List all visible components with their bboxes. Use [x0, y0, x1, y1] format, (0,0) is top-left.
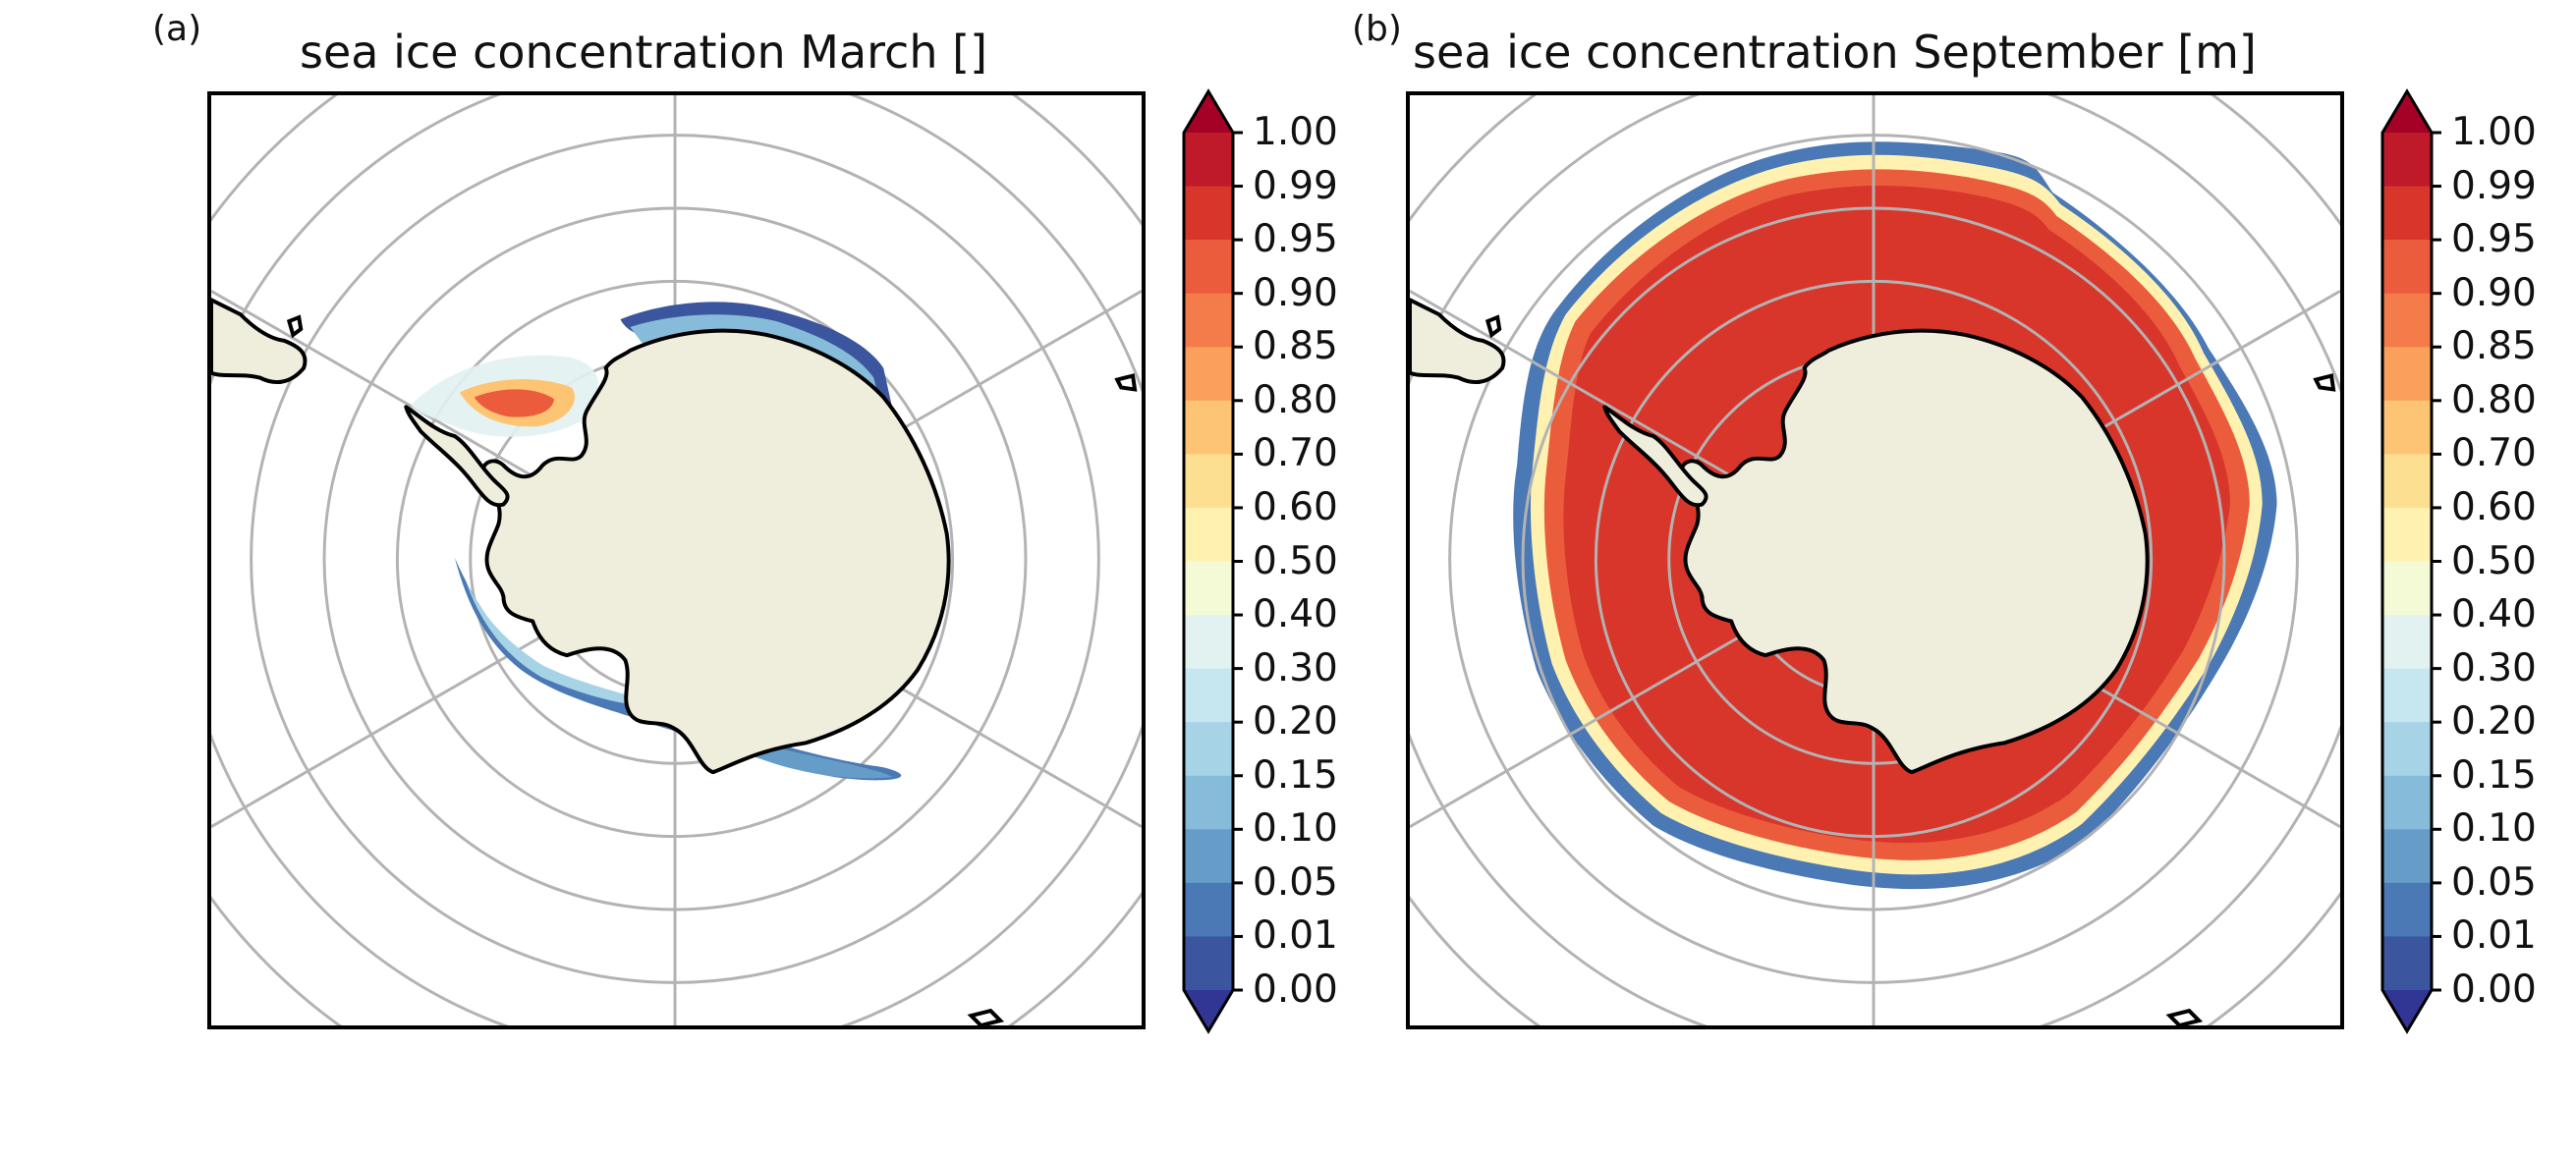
colorbar-bin — [1184, 186, 1233, 241]
sea-ice-march — [411, 302, 902, 781]
colorbar-bin — [1184, 293, 1233, 348]
colorbar-bin — [1184, 561, 1233, 616]
colorbar-bin — [1184, 615, 1233, 670]
colorbar-bin — [1184, 454, 1233, 509]
colorbar-extend-over — [2382, 91, 2432, 133]
colorbar-tick-label: 0.05 — [1253, 859, 1338, 905]
antarctica-september — [1410, 298, 2150, 775]
colorbar-tick-label: 0.95 — [2451, 217, 2537, 262]
colorbar-extend-over — [1184, 91, 1233, 133]
colorbar-tick-label: 0.10 — [2451, 806, 2537, 852]
colorbar-tick-label: 0.85 — [2451, 324, 2537, 369]
panel-a-title: sea ice concentration March [] — [300, 26, 988, 79]
colorbar-bin — [1184, 668, 1233, 723]
colorbar-tick-label: 0.30 — [1253, 645, 1338, 690]
colorbar-tick-label: 0.50 — [2451, 538, 2537, 583]
colorbar-bin — [1184, 882, 1233, 937]
colorbar-bin — [2382, 186, 2432, 241]
colorbar-tick-label: 0.60 — [2451, 484, 2537, 529]
colorbar-bin — [1184, 133, 1233, 188]
colorbar-tick-label: 1.00 — [1253, 110, 1338, 154]
islands-september — [1484, 314, 2336, 1025]
panel-b-title: sea ice concentration September [m] — [1413, 26, 2257, 79]
colorbar-tick-label: 0.15 — [1253, 752, 1338, 798]
colorbar-bin — [1184, 347, 1233, 402]
colorbar-bin — [2382, 722, 2432, 777]
colorbar-bin — [1184, 507, 1233, 562]
colorbar-tick-label: 0.85 — [1253, 324, 1338, 369]
colorbar-tick-label: 0.00 — [2451, 967, 2537, 1012]
map-panel-march — [207, 91, 1146, 1029]
colorbar-tick-label: 0.20 — [1253, 699, 1338, 745]
colorbar-bin — [1184, 775, 1233, 830]
colorbar-bin — [2382, 240, 2432, 295]
colorbar-tick-label: 0.80 — [1253, 377, 1338, 422]
colorbar-tick-label: 0.95 — [1253, 217, 1338, 262]
colorbar-tick-label: 0.00 — [1253, 967, 1338, 1012]
map-september-svg — [1410, 95, 2340, 1025]
colorbar-tick-label: 0.70 — [2451, 431, 2537, 476]
colorbar-a: 1.00 0.99 0.95 0.90 0.85 0.80 0.70 0.60 0.50 0.40… — [1182, 88, 1439, 1034]
colorbar-tick-label: 1.00 — [2451, 110, 2537, 154]
colorbar-bin — [1184, 722, 1233, 777]
colorbar-tick-label: 0.90 — [2451, 270, 2537, 315]
colorbar-a-svg — [1182, 88, 1243, 1034]
map-march-svg — [211, 95, 1142, 1025]
colorbar-tick-label: 0.01 — [2451, 913, 2537, 959]
map-panel-september — [1406, 91, 2344, 1029]
colorbar-tick-label: 0.30 — [2451, 645, 2537, 690]
colorbar-tick-label: 0.99 — [2451, 163, 2537, 208]
colorbar-tick-label: 0.50 — [1253, 538, 1338, 583]
colorbar-tick-label: 0.80 — [2451, 377, 2537, 422]
colorbar-b: 1.00 0.99 0.95 0.90 0.85 0.80 0.70 0.60 0.50 0.40… — [2380, 88, 2576, 1034]
panel-a-letter: (a) — [152, 9, 202, 49]
colorbar-tick-label: 0.10 — [1253, 806, 1338, 852]
colorbar-bin — [2382, 133, 2432, 188]
colorbar-bin — [2382, 668, 2432, 723]
colorbar-extend-under — [2382, 990, 2432, 1031]
colorbar-extend-under — [1184, 990, 1233, 1031]
colorbar-tick-label: 0.20 — [2451, 699, 2537, 745]
colorbar-bin — [2382, 829, 2432, 884]
colorbar-tick-label: 0.40 — [2451, 592, 2537, 637]
colorbar-bin — [2382, 882, 2432, 937]
colorbar-tick-label: 0.90 — [1253, 270, 1338, 315]
colorbar-bin — [2382, 454, 2432, 509]
colorbar-tick-label: 0.70 — [1253, 431, 1338, 476]
colorbar-tick-label: 0.01 — [1253, 913, 1338, 959]
islands-march — [286, 314, 1138, 1025]
colorbar-bin — [1184, 936, 1233, 991]
colorbar-bin — [2382, 615, 2432, 670]
colorbar-tick-label: 0.05 — [2451, 859, 2537, 905]
panel-b-letter: (b) — [1352, 9, 1402, 49]
colorbar-bin — [1184, 400, 1233, 455]
colorbar-bin — [2382, 400, 2432, 455]
colorbar-b-svg — [2380, 88, 2441, 1034]
colorbar-bin — [1184, 240, 1233, 295]
colorbar-bin — [2382, 347, 2432, 402]
colorbar-bin — [2382, 936, 2432, 991]
antarctica-march — [211, 298, 951, 775]
colorbar-bin — [2382, 507, 2432, 562]
colorbar-bin — [2382, 293, 2432, 348]
colorbar-tick-label: 0.60 — [1253, 484, 1338, 529]
colorbar-bin — [2382, 775, 2432, 830]
colorbar-tick-label: 0.40 — [1253, 592, 1338, 637]
colorbar-tick-label: 0.99 — [1253, 163, 1338, 208]
colorbar-bin — [2382, 561, 2432, 616]
colorbar-bin — [1184, 829, 1233, 884]
colorbar-tick-label: 0.15 — [2451, 752, 2537, 798]
